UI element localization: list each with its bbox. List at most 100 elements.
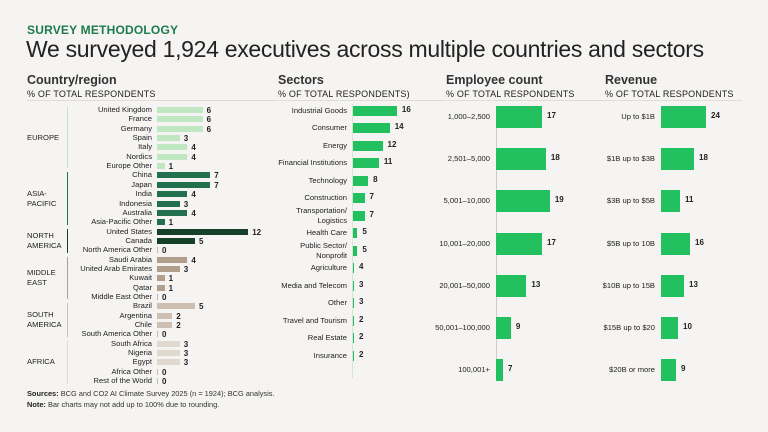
country-label: Nordics bbox=[126, 151, 152, 161]
country-value: 1 bbox=[168, 218, 174, 228]
country-bar bbox=[157, 350, 180, 357]
country-label: Saudi Arabia bbox=[108, 254, 152, 264]
country-bar bbox=[157, 219, 165, 226]
sector-bar bbox=[353, 280, 354, 291]
chart-subtitle: % OF TOTAL RESPONDENTS) bbox=[278, 89, 410, 99]
sector-label: Travel and Tourism bbox=[282, 315, 347, 325]
country-label: China bbox=[132, 170, 152, 180]
country-bar bbox=[157, 153, 188, 160]
country-value: 6 bbox=[206, 115, 212, 125]
sector-label: Public Sector/ Nonprofit bbox=[300, 240, 347, 260]
sector-label: Agriculture bbox=[310, 263, 347, 272]
revenue-label: Up to $1B bbox=[621, 112, 655, 121]
sector-value: 4 bbox=[359, 262, 364, 271]
employee-value: 17 bbox=[547, 111, 556, 120]
country-value: 4 bbox=[191, 152, 196, 162]
chart-subtitle: % OF TOTAL RESPONDENTS bbox=[27, 89, 156, 99]
revenue-bar bbox=[661, 106, 706, 128]
revenue-label: $20B or more bbox=[608, 365, 655, 375]
country-bar bbox=[157, 125, 203, 132]
revenue-header: Revenue % OF TOTAL RESPONDENTS bbox=[605, 73, 734, 99]
employee-label: 50,001–100,000 bbox=[435, 323, 490, 332]
country-label: India bbox=[135, 189, 152, 199]
country-value: 0 bbox=[162, 367, 167, 377]
country-bar bbox=[157, 191, 188, 198]
country-bar bbox=[157, 294, 158, 300]
country-bar bbox=[157, 284, 165, 291]
country-value: 1 bbox=[168, 162, 174, 172]
country-bar bbox=[157, 312, 173, 319]
sector-bar bbox=[353, 263, 354, 273]
region-label: AFRICA bbox=[27, 357, 55, 367]
page-title: We surveyed 1,924 executives across mult… bbox=[26, 36, 704, 62]
revenue-value: 24 bbox=[711, 111, 720, 120]
sector-value: 5 bbox=[362, 244, 367, 254]
country-label: France bbox=[128, 114, 152, 124]
country-value: 2 bbox=[176, 311, 181, 321]
sector-bar bbox=[353, 333, 354, 343]
sector-value: 7 bbox=[369, 209, 374, 219]
employee-label: 10,001–20,000 bbox=[439, 238, 490, 248]
employee-value: 18 bbox=[550, 153, 560, 163]
revenue-bar bbox=[661, 317, 678, 339]
sector-bar bbox=[353, 123, 390, 133]
sector-value: 2 bbox=[359, 314, 364, 324]
sector-value: 12 bbox=[387, 139, 397, 149]
country-bar bbox=[157, 181, 211, 188]
country-bar bbox=[157, 116, 203, 123]
country-label: Rest of the World bbox=[93, 376, 152, 386]
country-label: United States bbox=[106, 226, 152, 236]
country-bar bbox=[157, 378, 158, 385]
revenue-value: 10 bbox=[683, 322, 692, 331]
employee-value: 19 bbox=[554, 195, 564, 205]
chart-title: Sectors bbox=[278, 73, 324, 87]
employee-value: 7 bbox=[508, 364, 513, 374]
sector-value: 8 bbox=[373, 174, 378, 184]
employee-bar bbox=[496, 274, 527, 297]
country-bar bbox=[157, 340, 180, 347]
sector-label: Media and Telecom bbox=[281, 280, 347, 290]
country-label: Germany bbox=[120, 123, 152, 133]
country-value: 5 bbox=[199, 302, 204, 312]
country-label: Africa Other bbox=[111, 366, 152, 376]
region-label: ASIA- PACIFIC bbox=[27, 188, 57, 208]
revenue-value: 9 bbox=[681, 364, 686, 374]
sector-bar bbox=[353, 315, 354, 326]
country-label: Europe Other bbox=[106, 161, 152, 171]
country-label: North America Other bbox=[82, 245, 152, 255]
country-label: Spain bbox=[132, 133, 152, 143]
country-bar bbox=[157, 368, 158, 375]
revenue-bar bbox=[661, 190, 680, 213]
country-value: 1 bbox=[168, 274, 174, 284]
country-value: 12 bbox=[252, 227, 262, 237]
sector-bar bbox=[353, 140, 383, 151]
employee-value: 13 bbox=[531, 279, 541, 289]
region-line bbox=[67, 228, 68, 253]
country-label: Indonesia bbox=[119, 198, 152, 208]
revenue-value: 18 bbox=[699, 153, 708, 163]
country-bar bbox=[157, 237, 195, 244]
country-label: South Africa bbox=[111, 338, 152, 348]
revenue-label: $1B up to $3B bbox=[606, 154, 655, 164]
sectors-axis bbox=[352, 104, 353, 378]
region-label: MIDDLE EAST bbox=[27, 267, 56, 287]
region-label: NORTH AMERICA bbox=[27, 230, 62, 250]
country-value: 0 bbox=[162, 377, 167, 387]
revenue-value: 11 bbox=[685, 195, 694, 205]
revenue-label: $5B up to 10B bbox=[606, 238, 655, 248]
employee-value: 17 bbox=[547, 237, 556, 247]
chart-title: Revenue bbox=[605, 73, 658, 87]
country-bar bbox=[157, 275, 165, 282]
country-label: South America Other bbox=[81, 329, 153, 339]
revenue-label: $15B up to $20 bbox=[603, 323, 655, 332]
country-value: 3 bbox=[183, 339, 189, 349]
country-bar bbox=[157, 144, 188, 151]
sector-value: 11 bbox=[383, 157, 393, 166]
region-line bbox=[67, 256, 68, 300]
country-value: 7 bbox=[214, 171, 219, 181]
employee-label: 100,001+ bbox=[458, 365, 490, 375]
revenue-bar bbox=[661, 148, 694, 171]
country-bar bbox=[157, 359, 180, 366]
sector-bar bbox=[353, 158, 379, 168]
country-value: 3 bbox=[183, 264, 189, 274]
